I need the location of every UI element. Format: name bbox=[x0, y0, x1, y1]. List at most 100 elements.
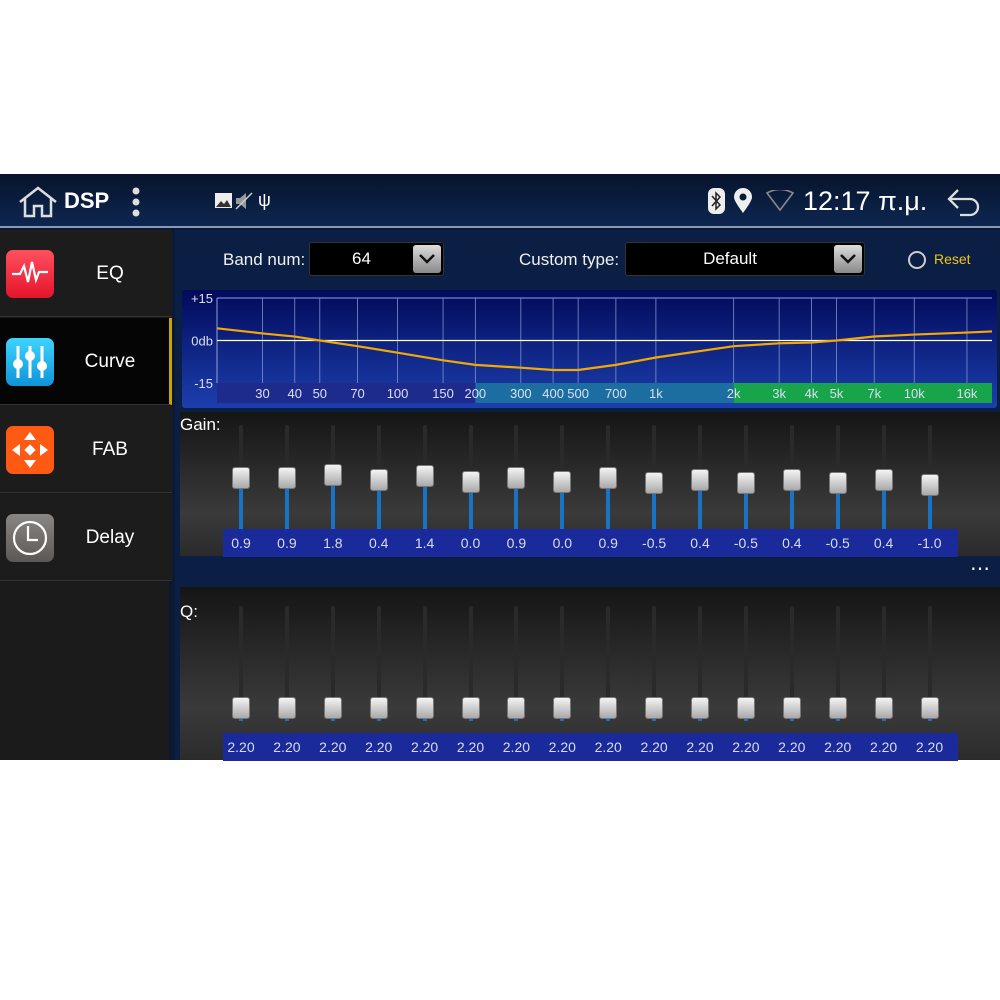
slider-track[interactable] bbox=[415, 425, 434, 538]
slider-knob[interactable] bbox=[277, 467, 296, 490]
more-bands-button[interactable]: ⋯ bbox=[970, 558, 991, 580]
band-num-select[interactable]: 64 bbox=[309, 242, 444, 276]
slider-track[interactable] bbox=[828, 425, 847, 538]
back-icon[interactable] bbox=[946, 187, 982, 217]
slider-track[interactable] bbox=[599, 606, 618, 721]
slider-knob[interactable] bbox=[369, 468, 388, 491]
slider-track[interactable] bbox=[691, 425, 709, 538]
slider-knob[interactable] bbox=[461, 470, 480, 493]
slider-track[interactable] bbox=[645, 425, 664, 538]
slider-knob[interactable] bbox=[828, 697, 847, 720]
slider-value: 2.20 bbox=[915, 739, 944, 755]
slider-track[interactable] bbox=[691, 606, 709, 721]
slider-track[interactable] bbox=[507, 425, 526, 538]
slider-track[interactable] bbox=[277, 425, 296, 538]
custom-type-select[interactable]: Default bbox=[625, 242, 865, 276]
slider-value: 2.20 bbox=[319, 739, 347, 755]
slider-track[interactable] bbox=[874, 606, 893, 721]
slider-knob[interactable] bbox=[323, 463, 342, 486]
slider-track[interactable] bbox=[277, 606, 296, 721]
slider-track[interactable] bbox=[323, 425, 342, 538]
slider-track[interactable] bbox=[736, 425, 755, 538]
reset-button[interactable]: Reset bbox=[907, 249, 987, 271]
slider-knob[interactable] bbox=[232, 697, 250, 720]
slider-track[interactable] bbox=[232, 425, 250, 538]
slider-value: 0.9 bbox=[506, 535, 527, 551]
slider-knob[interactable] bbox=[920, 697, 939, 720]
slider-knob[interactable] bbox=[553, 697, 572, 720]
slider-track[interactable] bbox=[461, 606, 480, 721]
slider-fill bbox=[881, 480, 886, 538]
slider-knob[interactable] bbox=[782, 697, 801, 720]
slider-knob[interactable] bbox=[736, 472, 755, 495]
slider-knob[interactable] bbox=[277, 697, 296, 720]
slider-fill bbox=[284, 478, 289, 538]
slider-fill bbox=[376, 480, 381, 538]
slider-knob[interactable] bbox=[507, 467, 526, 490]
slider-knob[interactable] bbox=[691, 697, 709, 720]
bluetooth-icon bbox=[708, 188, 725, 214]
location-icon bbox=[734, 188, 752, 213]
slider-knob[interactable] bbox=[691, 468, 709, 491]
slider-value: -0.5 bbox=[733, 535, 758, 551]
eq-curve-chart: 30 40 50 70 100 150 200 300 400 500 700 1k 2k 3k 4k 5k 7… bbox=[182, 290, 997, 408]
slider-track[interactable] bbox=[553, 425, 572, 538]
slider-value: -1.0 bbox=[917, 535, 942, 551]
slider-knob[interactable] bbox=[323, 697, 342, 720]
eq-wave-icon bbox=[6, 250, 54, 298]
slider-track[interactable] bbox=[920, 606, 939, 721]
slider-knob[interactable] bbox=[874, 697, 893, 720]
slider-track[interactable] bbox=[645, 606, 664, 721]
slider-knob[interactable] bbox=[828, 472, 847, 495]
slider-track[interactable] bbox=[874, 425, 893, 538]
more-vert-icon[interactable] bbox=[131, 187, 141, 217]
sidebar-item-delay[interactable]: Delay bbox=[0, 494, 172, 581]
slider-knob[interactable] bbox=[599, 467, 618, 490]
slider-track[interactable] bbox=[828, 606, 847, 721]
slider-track[interactable] bbox=[736, 606, 755, 721]
slider-knob[interactable] bbox=[645, 472, 664, 495]
slider-knob[interactable] bbox=[507, 697, 526, 720]
slider-knob[interactable] bbox=[782, 468, 801, 491]
slider-knob[interactable] bbox=[461, 697, 480, 720]
sidebar-item-eq[interactable]: EQ bbox=[0, 230, 172, 317]
slider-knob[interactable] bbox=[736, 697, 755, 720]
x-tick-label: 700 bbox=[605, 386, 627, 401]
home-icon[interactable] bbox=[17, 185, 59, 219]
slider-knob[interactable] bbox=[553, 470, 572, 493]
slider-knob[interactable] bbox=[874, 468, 893, 491]
slider-track[interactable] bbox=[415, 606, 434, 721]
slider-track[interactable] bbox=[323, 606, 342, 721]
clock-time: 12:17 π.μ. bbox=[803, 186, 928, 216]
slider-knob[interactable] bbox=[232, 467, 250, 490]
slider-knob[interactable] bbox=[369, 697, 388, 720]
slider-track[interactable] bbox=[369, 425, 388, 538]
chevron-down-icon[interactable] bbox=[413, 245, 441, 273]
slider-track[interactable] bbox=[782, 606, 801, 721]
sidebar-item-fab[interactable]: FAB bbox=[0, 406, 172, 493]
slider-track[interactable] bbox=[920, 425, 939, 538]
slider-knob[interactable] bbox=[920, 474, 939, 497]
slider-fill bbox=[514, 478, 519, 538]
slider-knob[interactable] bbox=[415, 465, 434, 488]
gain-panel: Gain: 0.9 0.9 1.8 0.4 1.4 0.0 0.9 0.0 0.9 -0.5 0.4… bbox=[180, 412, 1000, 557]
slider-knob[interactable] bbox=[415, 697, 434, 720]
slider-fill bbox=[743, 483, 748, 538]
slider-value: 1.4 bbox=[414, 535, 435, 551]
slider-track[interactable] bbox=[599, 425, 618, 538]
main-panel: Band num: 64 Custom type: Default Reset … bbox=[175, 230, 1000, 761]
slider-track[interactable] bbox=[782, 425, 801, 538]
chevron-down-icon[interactable] bbox=[834, 245, 862, 273]
slider-track[interactable] bbox=[369, 606, 388, 721]
x-tick-label: 16k bbox=[956, 386, 977, 401]
slider-track[interactable] bbox=[553, 606, 572, 721]
slider-track[interactable] bbox=[507, 606, 526, 721]
slider-track[interactable] bbox=[461, 425, 480, 538]
sidebar-item-curve[interactable]: Curve bbox=[0, 318, 172, 405]
sliders-icon bbox=[6, 338, 54, 386]
slider-track[interactable] bbox=[232, 606, 250, 721]
band-num-label: Band num: bbox=[223, 250, 306, 269]
slider-knob[interactable] bbox=[645, 697, 664, 720]
slider-knob[interactable] bbox=[599, 697, 618, 720]
x-tick-label: 5k bbox=[830, 386, 844, 401]
